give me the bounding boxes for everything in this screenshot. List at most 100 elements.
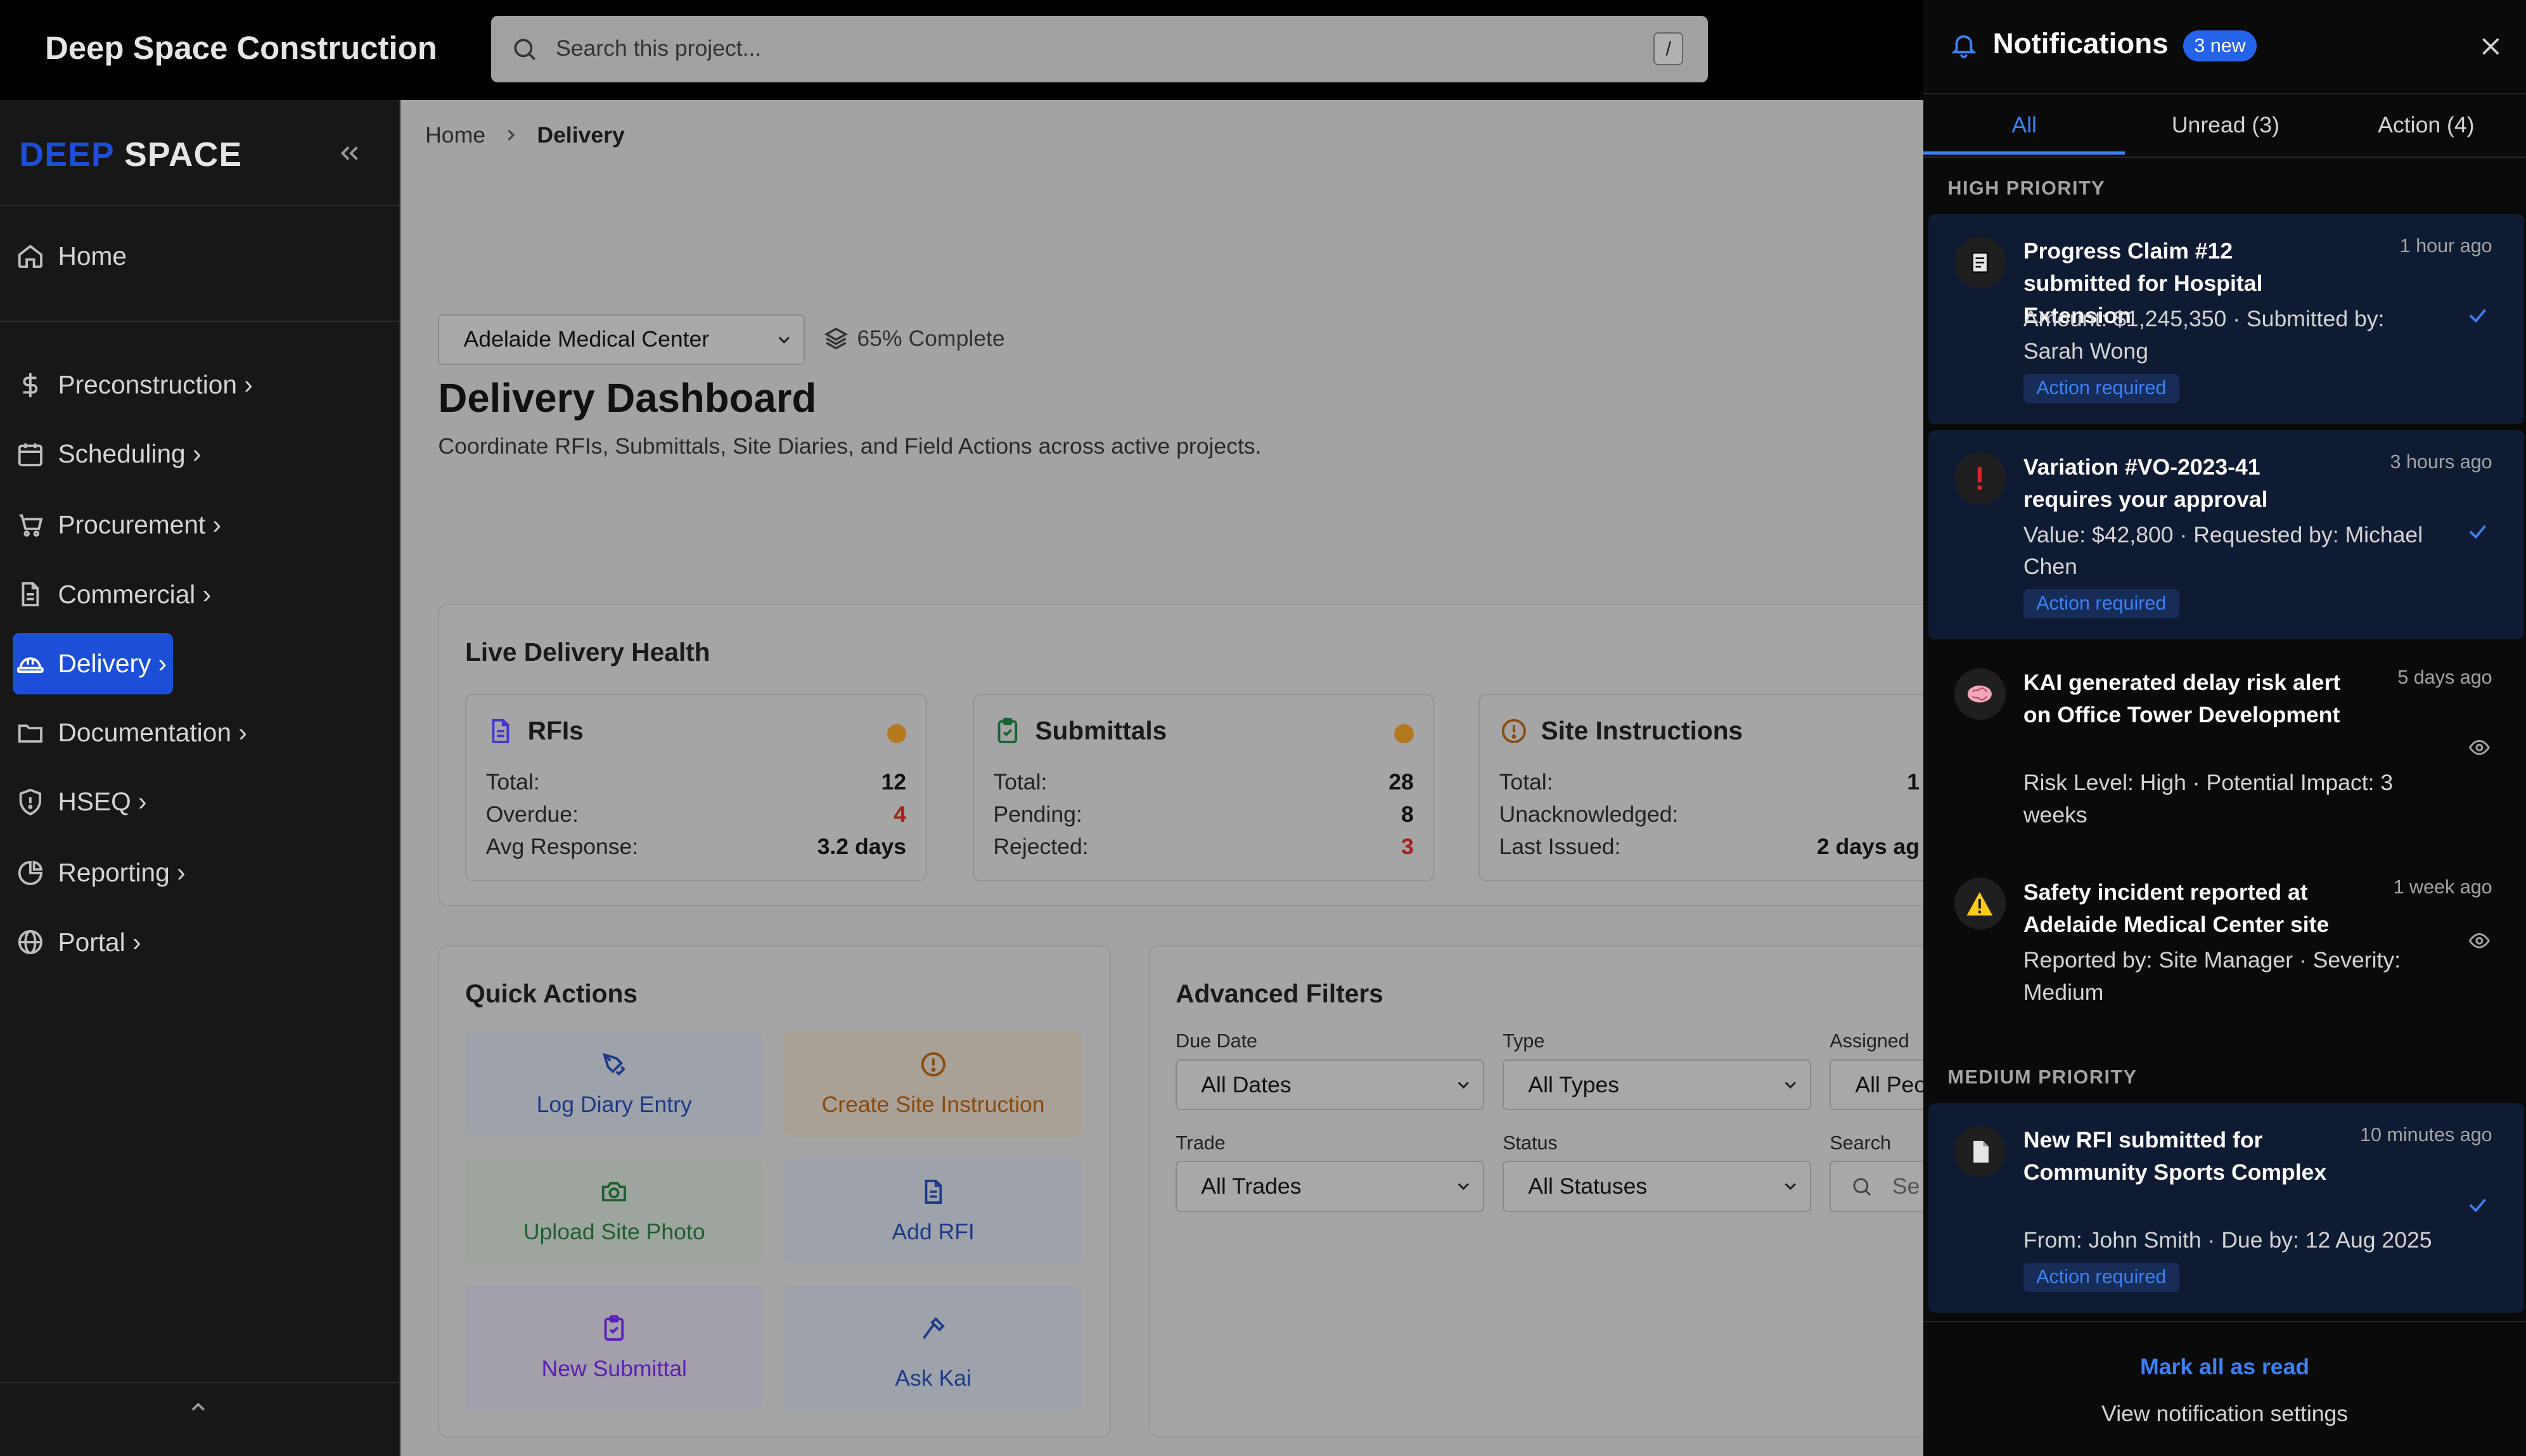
- stat-value: 3: [1401, 833, 1414, 859]
- stat-title: Submittals: [1035, 716, 1167, 746]
- sidebar-item-delivery[interactable]: Delivery ›: [13, 633, 174, 694]
- due-date-select[interactable]: All Dates: [1176, 1059, 1485, 1111]
- card-title: Advanced Filters: [1176, 979, 1383, 1009]
- stat-row: Unacknowledged:: [1499, 801, 1920, 827]
- type-select[interactable]: All Types: [1503, 1059, 1812, 1111]
- project-select-value: Adelaide Medical Center: [463, 326, 710, 352]
- breadcrumb-current: Delivery: [537, 122, 625, 148]
- sidebar-item-commercial[interactable]: Commercial ›: [13, 564, 217, 625]
- check-icon[interactable]: [2466, 1194, 2489, 1217]
- chevron-right-icon: ›: [177, 858, 186, 888]
- chevron-right-icon: [501, 125, 521, 145]
- logo: DEEP SPACE: [20, 136, 243, 174]
- sidebar-item-portal[interactable]: Portal ›: [13, 912, 147, 973]
- notification-settings-link[interactable]: View notification settings: [2101, 1401, 2349, 1427]
- notification-time: 3 hours ago: [2390, 450, 2492, 473]
- notification-title: Variation #VO-2023-41 requires your appr…: [2023, 454, 2268, 512]
- mark-all-read-button[interactable]: Mark all as read: [2140, 1354, 2310, 1380]
- notification-item[interactable]: Progress Claim #12 submitted for Hospita…: [1928, 214, 2525, 424]
- sidebar-item-scheduling[interactable]: Scheduling ›: [13, 424, 207, 485]
- stat-header: Submittals: [993, 716, 1167, 746]
- notifications-title: Notifications: [1992, 27, 2169, 60]
- sidebar-item-reporting[interactable]: Reporting ›: [13, 843, 191, 904]
- app-title: Deep Space Construction: [45, 29, 437, 66]
- clipboard-check-icon: [997, 717, 1018, 743]
- chevron-right-icon: ›: [138, 787, 147, 817]
- breadcrumb-home[interactable]: Home: [425, 122, 485, 148]
- filter-label: Assigned: [1830, 1030, 1909, 1052]
- notification-item[interactable]: New RFI submitted for Community Sports C…: [1928, 1103, 2525, 1313]
- cart-icon: [16, 511, 45, 540]
- rfis-stat-card[interactable]: RFIs Total: 12 Overdue: 4 Avg Response: 3.2…: [465, 694, 927, 882]
- bell-icon: [1949, 30, 1978, 60]
- sidebar-item-hseq[interactable]: HSEQ ›: [13, 772, 153, 833]
- quick-actions-card: Quick Actions Log Diary Entry Create Sit…: [438, 945, 1111, 1438]
- action-required-badge: Action required: [2023, 1262, 2179, 1292]
- main-content: Home Delivery Adelaide Medical Center 65…: [401, 99, 2139, 1456]
- stat-label: Unacknowledged:: [1499, 801, 1679, 827]
- logo-space: SPACE: [124, 136, 243, 174]
- sidebar-item-label: Portal: [58, 927, 125, 957]
- stat-value: 12: [881, 769, 907, 795]
- select-value: All Statuses: [1528, 1173, 1648, 1199]
- alert-circle-icon: [1501, 718, 1526, 743]
- chevron-right-icon: ›: [238, 718, 247, 748]
- globe-icon: [16, 928, 45, 957]
- sidebar-item-documentation[interactable]: Documentation ›: [13, 702, 253, 763]
- chevron-down-icon: [1454, 1177, 1473, 1196]
- pen-icon: [599, 1050, 629, 1079]
- chevron-down-icon: [1781, 1075, 1800, 1095]
- tab-unread[interactable]: Unread (3): [2171, 112, 2279, 137]
- stat-label: Pending:: [993, 801, 1082, 827]
- hammer-icon: [919, 1314, 948, 1343]
- eye-icon[interactable]: [2466, 736, 2492, 759]
- notification-time: 5 days ago: [2397, 667, 2492, 689]
- chevron-right-icon: ›: [132, 927, 141, 957]
- upload-site-photo-button[interactable]: Upload Site Photo: [465, 1158, 764, 1264]
- filter-label: Type: [1503, 1030, 1545, 1052]
- collapse-sidebar-button[interactable]: [335, 139, 364, 168]
- select-value: All Trades: [1201, 1173, 1302, 1199]
- stat-row: Rejected: 3: [993, 834, 1413, 860]
- log-diary-entry-button[interactable]: Log Diary Entry: [465, 1030, 764, 1137]
- close-icon[interactable]: [2478, 34, 2504, 60]
- document-icon: [492, 718, 509, 743]
- brain-icon: [1954, 668, 2006, 720]
- notification-item[interactable]: KAI generated delay risk alert on Office…: [1928, 646, 2525, 848]
- notification-body: Amount: $1,245,350 · Submitted by: Sarah…: [2023, 305, 2385, 364]
- sidebar-item-home[interactable]: Home: [13, 226, 133, 287]
- stat-value: 4: [894, 801, 907, 827]
- new-submittal-button[interactable]: New Submittal: [465, 1285, 764, 1411]
- stat-label: Total:: [1499, 769, 1553, 795]
- stat-value: 3.2 days: [817, 833, 907, 859]
- trade-select[interactable]: All Trades: [1176, 1161, 1485, 1212]
- action-label: Create Site Instruction: [821, 1091, 1045, 1117]
- sidebar-item-preconstruction[interactable]: Preconstruction ›: [13, 354, 259, 416]
- chevron-up-icon[interactable]: [187, 1396, 210, 1419]
- stat-row: Total: 12: [486, 769, 906, 795]
- ask-kai-button[interactable]: Ask Kai: [784, 1285, 1082, 1411]
- stat-label: Total:: [485, 769, 540, 795]
- site-instructions-stat-card[interactable]: Site Instructions Total: 1 Unacknowledged…: [1478, 694, 1940, 882]
- add-rfi-button[interactable]: Add RFI: [784, 1158, 1082, 1264]
- eye-icon[interactable]: [2466, 929, 2492, 952]
- layers-icon: [824, 327, 849, 350]
- page-title: Delivery Dashboard: [438, 376, 817, 421]
- project-select[interactable]: Adelaide Medical Center: [438, 314, 805, 365]
- submittals-stat-card[interactable]: Submittals Total: 28 Pending: 8 Rejected: 3: [972, 694, 1435, 882]
- check-icon[interactable]: [2466, 520, 2489, 543]
- file-icon: [1954, 1125, 2006, 1178]
- check-icon[interactable]: [2466, 304, 2489, 327]
- notification-item[interactable]: Safety incident reported at Adelaide Med…: [1928, 855, 2525, 1033]
- notification-title: Progress Claim #12 submitted for Hospita…: [2023, 238, 2263, 328]
- stat-label: Total:: [993, 769, 1048, 795]
- tab-action[interactable]: Action (4): [2378, 112, 2475, 137]
- notification-body: Risk Level: High · Potential Impact: 3 w…: [2023, 770, 2394, 827]
- create-site-instruction-button[interactable]: Create Site Instruction: [784, 1030, 1082, 1137]
- tab-all[interactable]: All: [1923, 95, 2125, 155]
- notification-item[interactable]: Variation #VO-2023-41 requires your appr…: [1928, 430, 2525, 640]
- status-select[interactable]: All Statuses: [1503, 1161, 1812, 1212]
- sidebar-item-procurement[interactable]: Procurement ›: [13, 494, 228, 556]
- notification-time: 1 hour ago: [2399, 235, 2492, 257]
- search-input[interactable]: Search this project... /: [491, 16, 1708, 82]
